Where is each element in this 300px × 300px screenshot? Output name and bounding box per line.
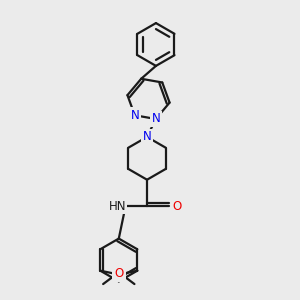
Text: HN: HN xyxy=(109,200,126,213)
Text: O: O xyxy=(113,267,123,280)
Text: N: N xyxy=(130,109,139,122)
Text: O: O xyxy=(172,200,182,213)
Text: N: N xyxy=(143,130,152,143)
Text: O: O xyxy=(115,267,124,280)
Text: N: N xyxy=(152,112,160,125)
